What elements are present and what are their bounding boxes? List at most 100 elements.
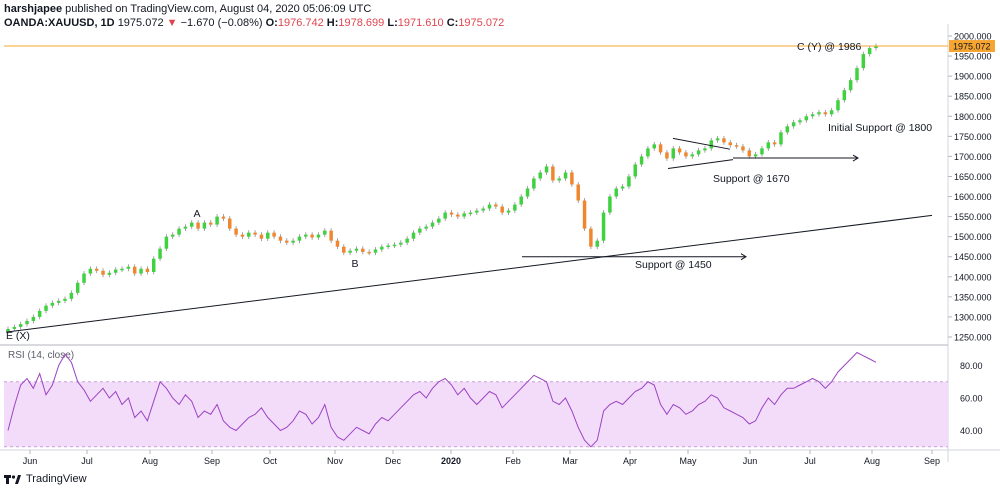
candle-body xyxy=(633,164,637,177)
candle-body xyxy=(259,234,264,239)
low-label: L: xyxy=(387,17,398,29)
time-tick-label: Mar xyxy=(562,456,578,466)
candle-body xyxy=(329,230,333,241)
candle xyxy=(652,141,656,151)
candle-body xyxy=(475,210,479,213)
candle xyxy=(646,145,650,159)
candle xyxy=(253,230,257,238)
candle xyxy=(519,194,523,207)
candle xyxy=(576,182,580,203)
candle xyxy=(113,267,118,276)
candle xyxy=(151,256,156,275)
candle-body xyxy=(734,145,739,147)
candle-body xyxy=(703,148,707,151)
candle-body xyxy=(804,116,809,121)
candle-body xyxy=(139,268,143,274)
candle-body xyxy=(240,234,245,237)
candle-body xyxy=(741,146,745,151)
candle xyxy=(525,186,530,199)
candle xyxy=(323,228,327,238)
support-1450-arrow-icon xyxy=(740,253,747,261)
candle xyxy=(791,119,796,129)
candle xyxy=(170,232,175,240)
candle xyxy=(494,202,498,209)
candle-body xyxy=(266,232,270,239)
time-tick-label: 2020 xyxy=(441,456,461,466)
tradingview-brand[interactable]: TradingView xyxy=(26,473,87,485)
support-1670-arrow-icon xyxy=(852,154,859,162)
candle xyxy=(614,186,618,199)
candle xyxy=(690,151,695,159)
close-value: 1975.072 xyxy=(458,17,505,29)
candle-body xyxy=(595,240,599,247)
candle-body xyxy=(563,172,568,179)
candle xyxy=(671,145,675,161)
candle-body xyxy=(316,234,321,238)
candle-body xyxy=(855,68,859,81)
candle-body xyxy=(766,142,771,149)
candle xyxy=(506,208,511,215)
candle-body xyxy=(25,320,29,325)
candle-body xyxy=(342,246,346,253)
candle xyxy=(456,212,460,220)
candle xyxy=(709,137,714,151)
candle xyxy=(101,268,105,278)
candle xyxy=(424,224,428,232)
time-tick-label: Jul xyxy=(804,456,816,466)
price-tick-label: 1850.000 xyxy=(954,92,992,102)
candle-body xyxy=(75,282,80,293)
price-tick-label: 1650.000 xyxy=(954,172,992,182)
candle xyxy=(772,139,777,147)
time-tick-label: Jun xyxy=(23,456,38,466)
candle-body xyxy=(627,176,631,187)
candle xyxy=(183,224,188,232)
candle-body xyxy=(234,228,238,235)
candle xyxy=(348,248,352,256)
candle-body xyxy=(94,268,99,271)
candle xyxy=(595,238,599,250)
candle-body xyxy=(538,172,542,179)
candle-body xyxy=(361,248,365,252)
candle xyxy=(177,226,181,238)
candle-body xyxy=(164,236,169,249)
price-tick-label: 1250.000 xyxy=(954,332,992,342)
time-tick-label: Jul xyxy=(81,456,93,466)
candle xyxy=(570,170,574,187)
candle-body xyxy=(861,54,866,69)
candle xyxy=(63,296,67,304)
candle-body xyxy=(285,240,289,243)
candle-body xyxy=(310,234,314,238)
candle xyxy=(411,230,416,242)
candle xyxy=(310,232,314,240)
time-tick-label: May xyxy=(679,456,697,466)
candle-body xyxy=(215,216,219,225)
candle xyxy=(817,109,821,117)
candle xyxy=(44,303,48,314)
open-label: O: xyxy=(265,17,278,29)
candle xyxy=(696,147,701,157)
candle-body xyxy=(684,152,688,157)
candle xyxy=(842,87,847,103)
candle-body xyxy=(810,114,815,117)
candle-body xyxy=(696,150,701,155)
candle-body xyxy=(392,244,397,247)
time-tick-label: Jun xyxy=(743,456,758,466)
author-name[interactable]: harshjapee xyxy=(4,3,63,15)
candle xyxy=(12,324,17,332)
candle xyxy=(56,298,61,306)
candle-body xyxy=(500,206,504,213)
candle xyxy=(475,208,479,215)
candle-body xyxy=(772,142,777,145)
candle xyxy=(221,214,226,222)
candle-body xyxy=(842,90,847,101)
candle-body xyxy=(348,250,352,253)
candle-body xyxy=(183,226,188,229)
candle xyxy=(468,210,473,216)
candle-body xyxy=(449,212,454,215)
candle-body xyxy=(37,310,42,317)
price-tick-label: 1300.000 xyxy=(954,312,992,322)
candle-body xyxy=(468,212,473,215)
candle-body xyxy=(557,178,561,181)
candle xyxy=(836,97,840,113)
